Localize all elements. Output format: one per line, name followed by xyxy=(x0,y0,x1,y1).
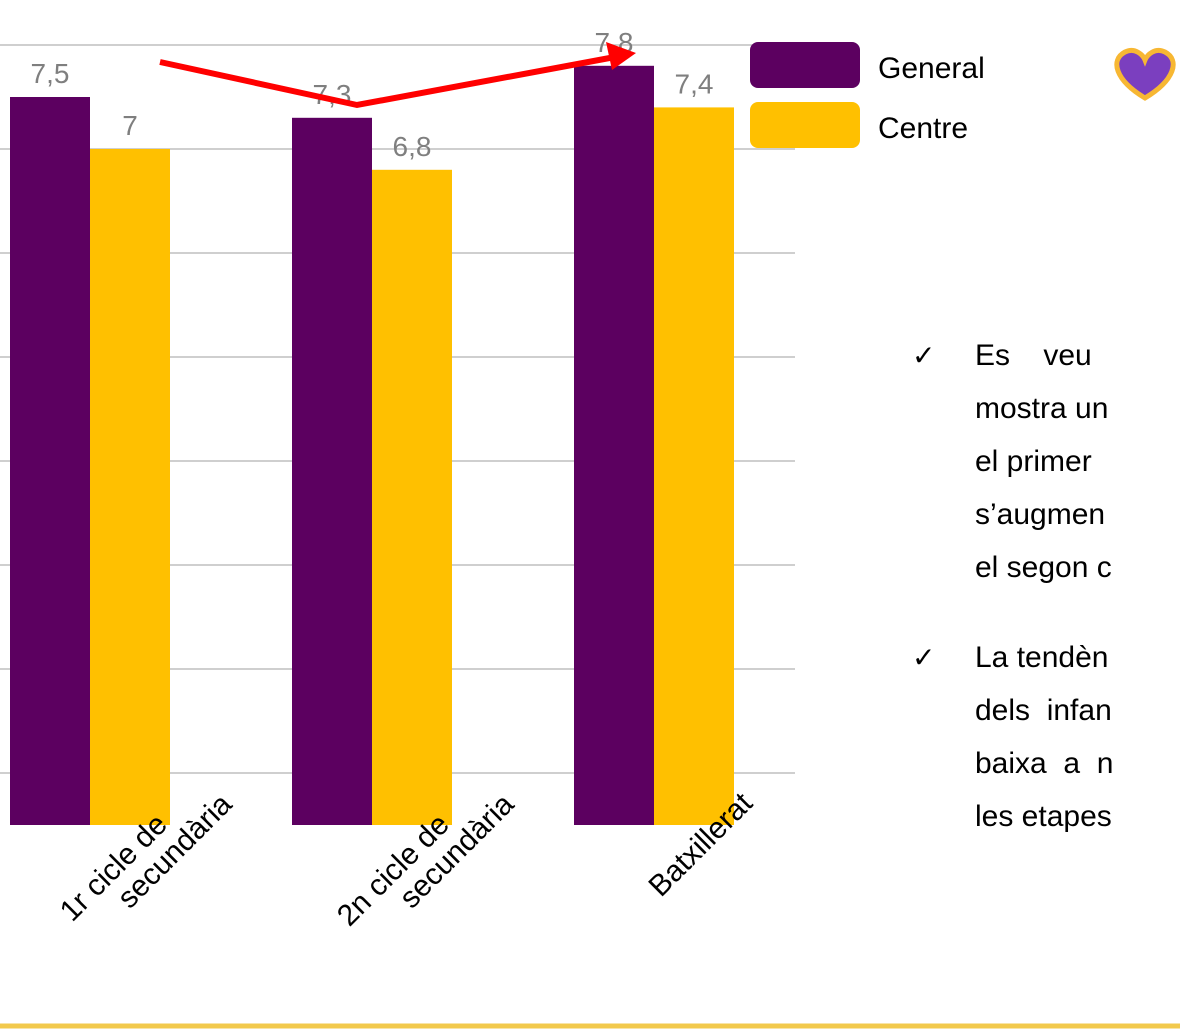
bullet-symbol: ✓ xyxy=(912,642,935,673)
note-line: Es veu xyxy=(975,339,1092,372)
bar xyxy=(10,97,90,825)
legend-label: Centre xyxy=(878,112,968,145)
legend-swatch xyxy=(750,102,860,148)
note-line: s’augmen xyxy=(975,498,1105,531)
bar xyxy=(574,65,654,826)
note-line: La tendèn xyxy=(975,641,1108,674)
legend-swatch xyxy=(750,42,860,88)
note-line: el segon c xyxy=(975,551,1112,584)
note-line: baixa a n xyxy=(975,747,1113,780)
heart-icon xyxy=(1114,47,1176,101)
bar xyxy=(292,117,372,826)
value-label: 7,5 xyxy=(31,58,70,89)
value-label: 7,4 xyxy=(675,68,714,99)
value-label: 6,8 xyxy=(393,131,432,162)
bar xyxy=(654,107,734,825)
legend-label: General xyxy=(878,52,985,85)
value-label: 7 xyxy=(122,110,138,141)
trend-arrowhead xyxy=(606,42,636,70)
note-line: les etapes xyxy=(975,800,1112,833)
bullet-symbol: ✓ xyxy=(912,340,935,371)
note-line: mostra un xyxy=(975,392,1108,425)
note-line: el primer xyxy=(975,445,1092,478)
trend-arrow xyxy=(159,54,616,109)
bar xyxy=(90,149,170,825)
bar xyxy=(372,169,452,826)
note-line: dels infan xyxy=(975,694,1112,727)
